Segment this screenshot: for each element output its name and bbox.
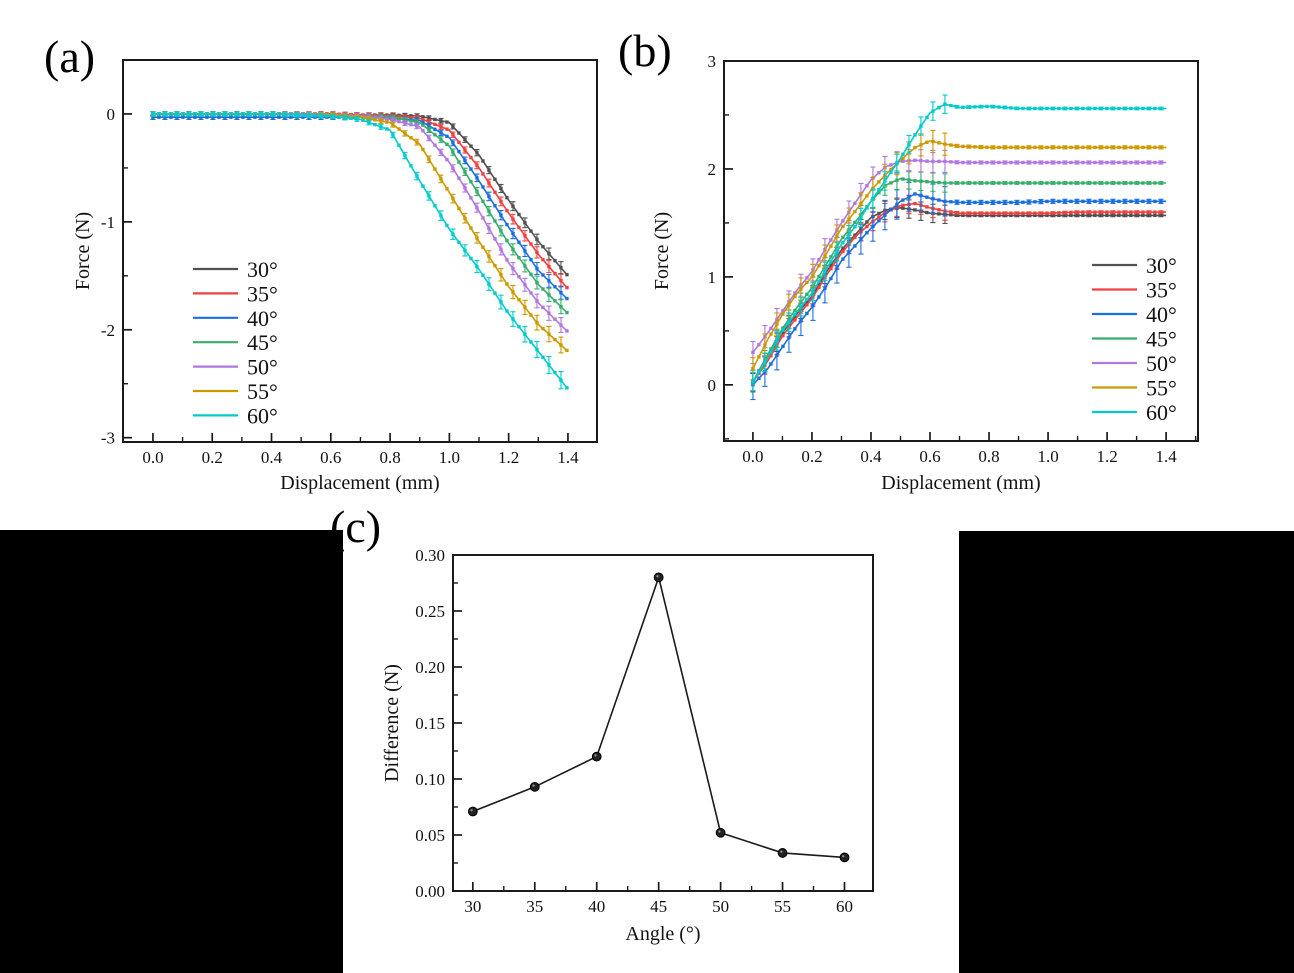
plot-area-c: 30 35 40 45 50 55 600.000.050.100.150.200.250.… [381, 546, 874, 945]
y-axis-title-b: Force (N) [651, 212, 673, 290]
svg-text:0.6: 0.6 [320, 448, 341, 467]
legend-label-45°: 45° [1146, 327, 1177, 352]
svg-text:0.25: 0.25 [415, 602, 445, 621]
series-55° [750, 129, 1167, 381]
series-35° [150, 111, 569, 290]
y-axis-c: 0.00 0.05 0.10 0.15 0.20 0.25 0.30 [415, 546, 462, 901]
svg-text:0.0: 0.0 [742, 447, 763, 466]
legend-label-40°: 40° [247, 306, 278, 331]
svg-text:0.2: 0.2 [801, 447, 822, 466]
svg-text:-1: -1 [101, 213, 115, 232]
redaction-box-left [0, 530, 343, 973]
redaction-box-right [959, 531, 1294, 973]
legend-label-35°: 35° [1146, 278, 1177, 303]
chart-b-force-vs-displacement-extension: 0.0 0.2 0.4 0.6 0.8 1.0 1.2 1.4 0 1 2 3 Displacement… [651, 52, 1199, 494]
svg-text:0.10: 0.10 [415, 770, 445, 789]
legend-b: 30°35°40°45°50°55°60° [1092, 253, 1177, 425]
svg-text:55: 55 [774, 897, 791, 916]
legend-label-30°: 30° [1146, 253, 1177, 278]
panel-label-b: (b) [618, 25, 672, 76]
series-60° [150, 111, 569, 390]
plot-area-b: 0.0 0.2 0.4 0.6 0.8 1.0 1.2 1.4 0 1 2 3 Displacement… [651, 52, 1199, 494]
x-axis-title-c: Angle (°) [625, 923, 700, 945]
plot-area-a: 0.0 0.2 0.4 0.6 0.8 1.0 1.2 1.4 0 -1 -2 -3 Displacem… [72, 59, 598, 494]
chart-a-force-vs-displacement-retraction: 0.0 0.2 0.4 0.6 0.8 1.0 1.2 1.4 0 -1 -2 -3 Displacem… [72, 59, 598, 494]
svg-text:0.30: 0.30 [415, 546, 445, 565]
x-axis-a: 0.0 0.2 0.4 0.6 0.8 1.0 1.2 1.4 [122, 433, 579, 467]
svg-text:30: 30 [464, 897, 481, 916]
legend-label-50°: 50° [1146, 351, 1177, 376]
svg-text:1.4: 1.4 [557, 448, 579, 467]
legend-label-40°: 40° [1146, 302, 1177, 327]
legend-a: 30°35°40°45°50°55°60° [193, 257, 278, 428]
svg-text:0.0: 0.0 [142, 448, 163, 467]
svg-text:60: 60 [836, 897, 853, 916]
svg-text:3: 3 [708, 52, 717, 71]
svg-text:-3: -3 [101, 429, 115, 448]
svg-text:1: 1 [708, 268, 717, 287]
svg-text:1.0: 1.0 [439, 448, 460, 467]
svg-text:0.8: 0.8 [379, 448, 400, 467]
panel-label-a: (a) [44, 31, 96, 82]
svg-text:0.6: 0.6 [919, 447, 940, 466]
svg-text:1.0: 1.0 [1037, 447, 1058, 466]
svg-text:0.00: 0.00 [415, 882, 445, 901]
legend-label-30°: 30° [247, 257, 278, 282]
svg-text:-2: -2 [101, 321, 115, 340]
svg-text:0.20: 0.20 [415, 658, 445, 677]
legend-label-45°: 45° [247, 330, 278, 355]
legend-label-55°: 55° [247, 379, 278, 404]
svg-text:0.8: 0.8 [978, 447, 999, 466]
legend-label-35°: 35° [247, 281, 278, 306]
svg-text:1.4: 1.4 [1155, 447, 1177, 466]
y-axis-a: 0 -1 -2 -3 [101, 59, 132, 448]
chart-c-difference-vs-angle: 30 35 40 45 50 55 600.000.050.100.150.200.250.… [381, 546, 874, 945]
svg-text:1.2: 1.2 [498, 448, 519, 467]
legend-label-50°: 50° [247, 355, 278, 380]
series-60° [750, 94, 1167, 392]
svg-text:45: 45 [650, 897, 667, 916]
svg-text:0.2: 0.2 [202, 448, 223, 467]
legend-label-60°: 60° [247, 403, 278, 428]
svg-text:35: 35 [526, 897, 543, 916]
x-axis-b: 0.0 0.2 0.4 0.6 0.8 1.0 1.2 1.4 [742, 432, 1197, 466]
series-50° [750, 149, 1167, 365]
y-axis-title-a: Force (N) [72, 212, 94, 290]
legend-label-55°: 55° [1146, 376, 1177, 401]
svg-text:0: 0 [708, 376, 717, 395]
svg-text:1.2: 1.2 [1096, 447, 1117, 466]
svg-text:0.05: 0.05 [415, 826, 445, 845]
svg-text:0.4: 0.4 [860, 447, 882, 466]
series-30° [150, 111, 569, 277]
x-axis-title-a: Displacement (mm) [280, 472, 439, 494]
x-axis-title-b: Displacement (mm) [881, 472, 1040, 494]
svg-text:0.15: 0.15 [415, 714, 445, 733]
series-difference [467, 572, 850, 863]
x-axis-c: 30 35 40 45 50 55 60 [464, 882, 853, 916]
y-axis-title-c: Difference (N) [381, 664, 403, 782]
legend-label-60°: 60° [1146, 400, 1177, 425]
svg-text:50: 50 [712, 897, 729, 916]
svg-text:2: 2 [708, 160, 717, 179]
svg-text:0.4: 0.4 [261, 448, 283, 467]
svg-text:40: 40 [588, 897, 605, 916]
svg-text:0: 0 [107, 105, 116, 124]
y-axis-b: 0 1 2 3 [708, 52, 733, 440]
